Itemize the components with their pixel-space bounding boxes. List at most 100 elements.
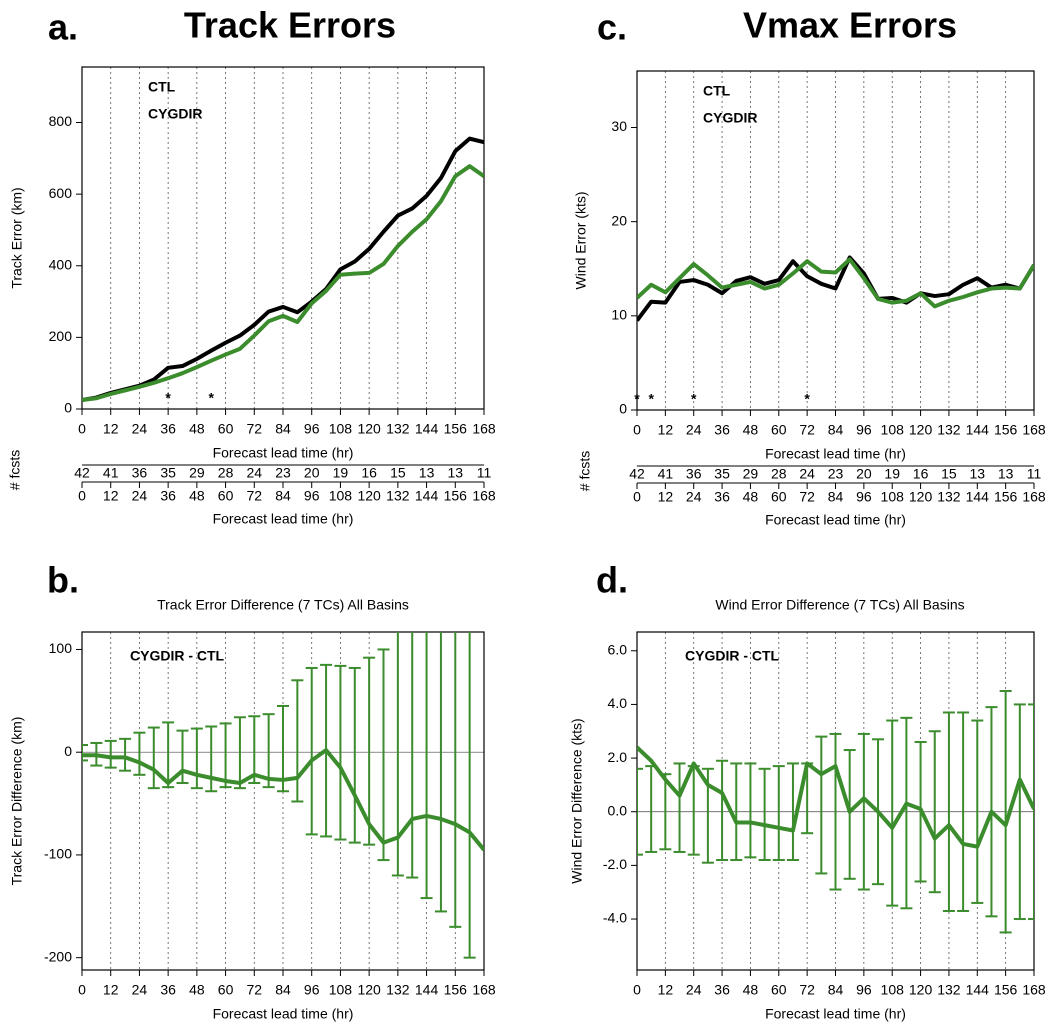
x-tick-label: 0 <box>78 421 86 437</box>
error-bar <box>104 739 117 769</box>
x-tick-label: 132 <box>386 982 410 998</box>
error-bar <box>957 711 970 912</box>
x-axis-title: Forecast lead time (hr) <box>765 446 906 462</box>
x-tick-label: 120 <box>909 489 933 505</box>
significance-mark: * <box>804 391 810 407</box>
legend-entry: CTL <box>148 79 176 95</box>
error-bar <box>119 737 132 772</box>
x-tick-label: 84 <box>275 982 291 998</box>
significance-mark: * <box>691 391 697 407</box>
panel-label: c. <box>597 7 627 48</box>
x-tick-label: 72 <box>246 488 262 504</box>
x-tick-label: 120 <box>909 982 933 998</box>
fcsts-count: 23 <box>275 465 291 481</box>
y-tick-label: 6.0 <box>608 641 628 657</box>
fcsts-count: 13 <box>969 466 985 482</box>
fcsts-count: 11 <box>477 465 492 481</box>
x-tick-label: 120 <box>357 421 381 437</box>
error-bar <box>334 664 347 841</box>
y-axis-title: Wind Error (kts) <box>573 192 589 290</box>
fcsts-count: 16 <box>361 465 377 481</box>
series-line <box>637 255 1034 322</box>
series-line <box>82 164 484 403</box>
error-bar <box>434 632 447 913</box>
fcsts-count: 36 <box>132 465 148 481</box>
x-tick-label: 72 <box>246 421 262 437</box>
x-tick-label: 108 <box>881 422 905 438</box>
x-tick-label: 36 <box>160 421 176 437</box>
fcsts-count: 35 <box>160 465 176 481</box>
error-bar <box>758 767 771 862</box>
x-tick-label: 0 <box>78 982 86 998</box>
x-tick-label: 24 <box>686 489 702 505</box>
error-bar <box>463 632 476 959</box>
x-tick-label: 72 <box>799 982 815 998</box>
x-tick-label: 0 <box>78 488 86 504</box>
x-tick-label: 96 <box>304 982 320 998</box>
fcsts-label: # fcsts <box>7 450 23 490</box>
error-bar <box>857 732 870 891</box>
x-tick-label: 144 <box>415 488 439 504</box>
error-bar <box>205 725 218 793</box>
significance-mark: * <box>648 391 654 407</box>
error-bar <box>391 632 404 877</box>
x-tick-label: 96 <box>856 422 872 438</box>
fcsts-count: 41 <box>103 465 119 481</box>
fcsts-count: 20 <box>856 466 872 482</box>
panel-title: Track Error Difference (7 TCs) All Basin… <box>157 597 409 613</box>
fcsts-count: 23 <box>828 466 844 482</box>
x-tick-label: 96 <box>304 488 320 504</box>
x-tick-label: 36 <box>160 488 176 504</box>
x-tick-label: 168 <box>1022 982 1046 998</box>
x-tick-label: 60 <box>771 489 787 505</box>
x-tick-label: 72 <box>246 982 262 998</box>
fcsts-count: 29 <box>743 466 759 482</box>
x-tick-label: 132 <box>937 489 961 505</box>
fcsts-count: 42 <box>74 465 90 481</box>
x-axis-title: Forecast lead time (hr) <box>765 1006 906 1022</box>
x-tick-label: 24 <box>132 982 148 998</box>
x-tick-label: 24 <box>132 488 148 504</box>
x-tick-label: 144 <box>966 489 990 505</box>
error-bar <box>147 726 160 790</box>
series-line <box>82 136 484 403</box>
x-tick-label: 120 <box>357 982 381 998</box>
significance-mark: * <box>634 391 640 407</box>
x-tick-label: 72 <box>799 489 815 505</box>
x-tick-label: 36 <box>160 982 176 998</box>
x-tick-label: 12 <box>103 982 119 998</box>
fcsts-count: 24 <box>246 465 262 481</box>
error-bar <box>277 704 289 793</box>
x-tick-label: 108 <box>329 421 353 437</box>
y-axis-title: Track Error Difference (km) <box>9 717 25 886</box>
x-tick-label: 108 <box>881 489 905 505</box>
error-bar <box>999 690 1012 934</box>
x-tick-label: 84 <box>828 422 844 438</box>
fcsts-count: 42 <box>629 466 645 482</box>
x-tick-label: 48 <box>743 422 759 438</box>
y-axis-title: Wind Error Difference (kts) <box>569 718 585 883</box>
y-tick-label: 0.0 <box>608 802 628 818</box>
x-tick-label: 144 <box>966 982 990 998</box>
x-tick-label: 108 <box>329 488 353 504</box>
error-bar <box>730 762 743 862</box>
fcsts-count: 41 <box>658 466 674 482</box>
fcsts-count: 36 <box>686 466 702 482</box>
x-tick-label: 60 <box>218 982 234 998</box>
error-bar <box>176 729 189 785</box>
error-bar <box>233 716 246 790</box>
x-tick-label: 72 <box>799 422 815 438</box>
fcsts-count: 19 <box>884 466 900 482</box>
error-bar <box>843 749 856 880</box>
error-bar <box>305 666 318 836</box>
error-bar <box>82 744 88 762</box>
error-bar <box>815 735 828 875</box>
error-bar <box>772 765 785 862</box>
y-tick-label: 30 <box>611 118 627 134</box>
x-tick-label: 132 <box>937 982 961 998</box>
fcsts-count: 13 <box>998 466 1014 482</box>
y-tick-label: -2.0 <box>603 856 627 872</box>
fcsts-count: 16 <box>913 466 929 482</box>
x-tick-label: 144 <box>415 421 439 437</box>
fcsts-count: 13 <box>419 465 435 481</box>
